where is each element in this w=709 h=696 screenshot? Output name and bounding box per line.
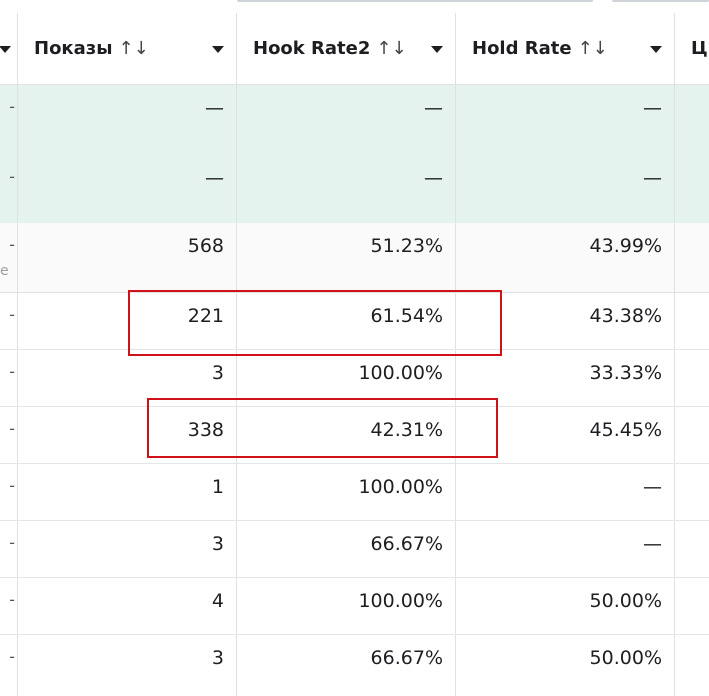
summary-row: - — — — bbox=[0, 85, 709, 155]
cell-hook-rate: 66.67% bbox=[237, 521, 456, 577]
cell-next bbox=[675, 155, 709, 223]
cell-hook-rate: — bbox=[237, 85, 456, 155]
cell-next bbox=[675, 521, 709, 577]
cell-impressions: — bbox=[18, 155, 237, 223]
cell-next bbox=[675, 464, 709, 520]
cell-next bbox=[675, 578, 709, 634]
cell-hold-rate: 50.00% bbox=[456, 635, 675, 696]
cell-hold-rate: — bbox=[456, 85, 675, 155]
cell-prev: - bbox=[0, 293, 18, 349]
table-row[interactable]: - 1 100.00% — bbox=[0, 464, 709, 521]
cell-impressions: 1 bbox=[18, 464, 237, 520]
column-header-hold-rate[interactable]: Hold Rate ↑↓ bbox=[456, 13, 675, 85]
cell-hold-rate: — bbox=[456, 464, 675, 520]
cell-prev: - bbox=[0, 350, 18, 406]
cell-prev-subtext: e bbox=[0, 263, 9, 279]
cell-hook-rate: 42.31% bbox=[237, 407, 456, 463]
column-header-hook-rate[interactable]: Hook Rate2 ↑↓ bbox=[237, 13, 456, 85]
cell-next bbox=[675, 293, 709, 349]
cell-hook-rate: 100.00% bbox=[237, 578, 456, 634]
total-row: - e 568 51.23% 43.99% bbox=[0, 223, 709, 293]
column-label: Показы bbox=[34, 38, 113, 59]
cell-prev: - bbox=[0, 521, 18, 577]
cell-hold-rate: 50.00% bbox=[456, 578, 675, 634]
cell-prev: - bbox=[0, 155, 18, 223]
cell-hold-rate: 43.99% bbox=[456, 223, 675, 292]
cell-next bbox=[675, 635, 709, 696]
cell-next bbox=[675, 407, 709, 463]
dropdown-caret-icon[interactable] bbox=[0, 45, 11, 53]
cell-hook-rate: — bbox=[237, 155, 456, 223]
sort-icon[interactable]: ↑↓ bbox=[577, 38, 608, 59]
cell-prev: - bbox=[0, 578, 18, 634]
cell-impressions: 221 bbox=[18, 293, 237, 349]
cell-impressions: — bbox=[18, 85, 237, 155]
top-control-fragment bbox=[237, 0, 593, 2]
column-header-impressions[interactable]: Показы ↑↓ bbox=[18, 13, 237, 85]
cell-impressions: 3 bbox=[18, 521, 237, 577]
cell-hook-rate: 100.00% bbox=[237, 464, 456, 520]
cell-prev: - bbox=[0, 407, 18, 463]
column-header-next[interactable]: Ц bbox=[675, 13, 709, 85]
cell-hold-rate: 33.33% bbox=[456, 350, 675, 406]
cell-prev-value: - bbox=[9, 235, 15, 254]
top-control-fragment bbox=[612, 0, 709, 2]
table-row[interactable]: - 3 66.67% 50.00% bbox=[0, 635, 709, 696]
sort-icon[interactable]: ↑↓ bbox=[376, 38, 407, 59]
cell-hook-rate: 51.23% bbox=[237, 223, 456, 292]
cell-hold-rate: 43.38% bbox=[456, 293, 675, 349]
cell-impressions: 3 bbox=[18, 350, 237, 406]
table-row[interactable]: - 221 61.54% 43.38% bbox=[0, 293, 709, 350]
cell-prev: - e bbox=[0, 223, 18, 292]
cell-impressions: 338 bbox=[18, 407, 237, 463]
cell-impressions: 568 bbox=[18, 223, 237, 292]
table-row[interactable]: - 4 100.00% 50.00% bbox=[0, 578, 709, 635]
cell-prev: - bbox=[0, 464, 18, 520]
table-row[interactable]: - 3 100.00% 33.33% bbox=[0, 350, 709, 407]
cell-impressions: 4 bbox=[18, 578, 237, 634]
dropdown-caret-icon[interactable] bbox=[212, 45, 224, 53]
cell-hook-rate: 66.67% bbox=[237, 635, 456, 696]
summary-row: - — — — bbox=[0, 155, 709, 223]
column-header-prev[interactable] bbox=[0, 13, 18, 85]
cell-next bbox=[675, 85, 709, 155]
cell-hold-rate: — bbox=[456, 521, 675, 577]
cell-hook-rate: 61.54% bbox=[237, 293, 456, 349]
dropdown-caret-icon[interactable] bbox=[650, 45, 662, 53]
cell-hold-rate: — bbox=[456, 155, 675, 223]
dropdown-caret-icon[interactable] bbox=[431, 45, 443, 53]
cell-impressions: 3 bbox=[18, 635, 237, 696]
table-row[interactable]: - 3 66.67% — bbox=[0, 521, 709, 578]
column-label: Hold Rate bbox=[472, 38, 572, 59]
cell-prev: - bbox=[0, 635, 18, 696]
cell-next bbox=[675, 350, 709, 406]
column-label: Ц bbox=[691, 38, 708, 59]
cell-hook-rate: 100.00% bbox=[237, 350, 456, 406]
cell-prev: - bbox=[0, 85, 18, 155]
column-label: Hook Rate2 bbox=[253, 38, 371, 59]
cell-hold-rate: 45.45% bbox=[456, 407, 675, 463]
sort-icon[interactable]: ↑↓ bbox=[118, 38, 149, 59]
table-row[interactable]: - 338 42.31% 45.45% bbox=[0, 407, 709, 464]
cell-next bbox=[675, 223, 709, 292]
